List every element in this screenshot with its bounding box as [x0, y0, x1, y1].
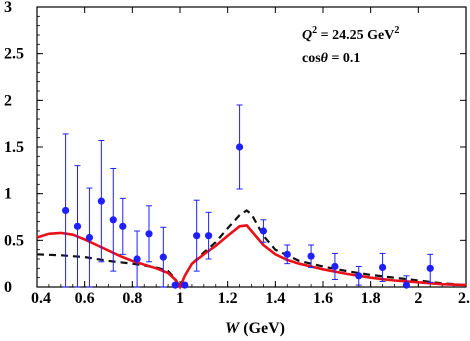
data-point	[73, 222, 82, 230]
x-tick-label: 1.4	[265, 290, 285, 307]
x-tick-label: 2	[414, 290, 422, 307]
y-tick-label: 0.5	[4, 232, 24, 249]
y-tick-label: 2	[4, 92, 12, 109]
data-point	[109, 216, 117, 224]
data-point	[235, 143, 244, 151]
y-tick-label: 1.5	[4, 139, 24, 156]
data-point	[171, 281, 179, 289]
y-axis-ticks: 0 0.5 1 1.5 2 2.5 3	[4, 0, 466, 296]
x-tick-label: 0.8	[122, 290, 142, 307]
data-point	[331, 262, 339, 271]
data-point	[62, 206, 70, 215]
x-tick-label: 2.	[458, 290, 470, 307]
data-point	[119, 222, 127, 230]
y-tick-label: 2.5	[4, 46, 24, 63]
annotation-q2: Q2 = 24.25 GeV2	[302, 25, 399, 43]
x-tick-label: 1.6	[313, 290, 333, 307]
q2-value: = 24.25 GeV	[317, 28, 394, 43]
data-points-layer	[62, 104, 434, 289]
x-axis-variable: W	[225, 320, 241, 337]
data-point	[402, 281, 411, 289]
dashed-curve	[36, 209, 467, 290]
y-tick-label: 1	[4, 186, 12, 203]
data-point	[205, 232, 213, 240]
y-tick-label: 0	[4, 279, 12, 296]
cos-theta-symbol: θ	[321, 51, 329, 66]
data-point	[133, 255, 141, 263]
data-point	[259, 227, 268, 235]
x-axis-title: W (GeV)	[225, 320, 285, 337]
data-point	[85, 233, 94, 242]
q2-superscript: 2	[312, 25, 317, 36]
x-axis-unit: (GeV)	[239, 320, 285, 337]
data-point	[181, 281, 189, 289]
x-tick-label: 1.2	[218, 290, 238, 307]
data-point	[426, 264, 434, 272]
cos-value: = 0.1	[328, 51, 360, 66]
annotation-cos-theta: cosθ = 0.1	[302, 51, 360, 66]
x-tick-label: 0.4	[31, 290, 51, 307]
x-tick-label: 1.8	[361, 290, 381, 307]
data-point	[378, 263, 387, 271]
x-tick-label: 0.6	[75, 290, 95, 307]
x-tick-label: 1	[176, 290, 184, 307]
data-point	[355, 272, 363, 280]
dashed-curve-layer	[36, 209, 467, 290]
data-point	[145, 230, 153, 238]
q2-unit-superscript: 2	[394, 25, 399, 36]
data-point	[159, 253, 167, 261]
data-point	[97, 197, 105, 205]
data-point	[307, 252, 315, 260]
q2-symbol: Q	[302, 28, 312, 43]
data-point	[193, 232, 201, 240]
cos-prefix: cos	[302, 51, 321, 66]
x-axis-ticks: 0.4 0.6 0.8 1 1.2 1.4 1.6 1.8 2 2.	[31, 7, 470, 307]
data-point	[283, 250, 291, 258]
y-tick-label: 3	[4, 0, 12, 16]
